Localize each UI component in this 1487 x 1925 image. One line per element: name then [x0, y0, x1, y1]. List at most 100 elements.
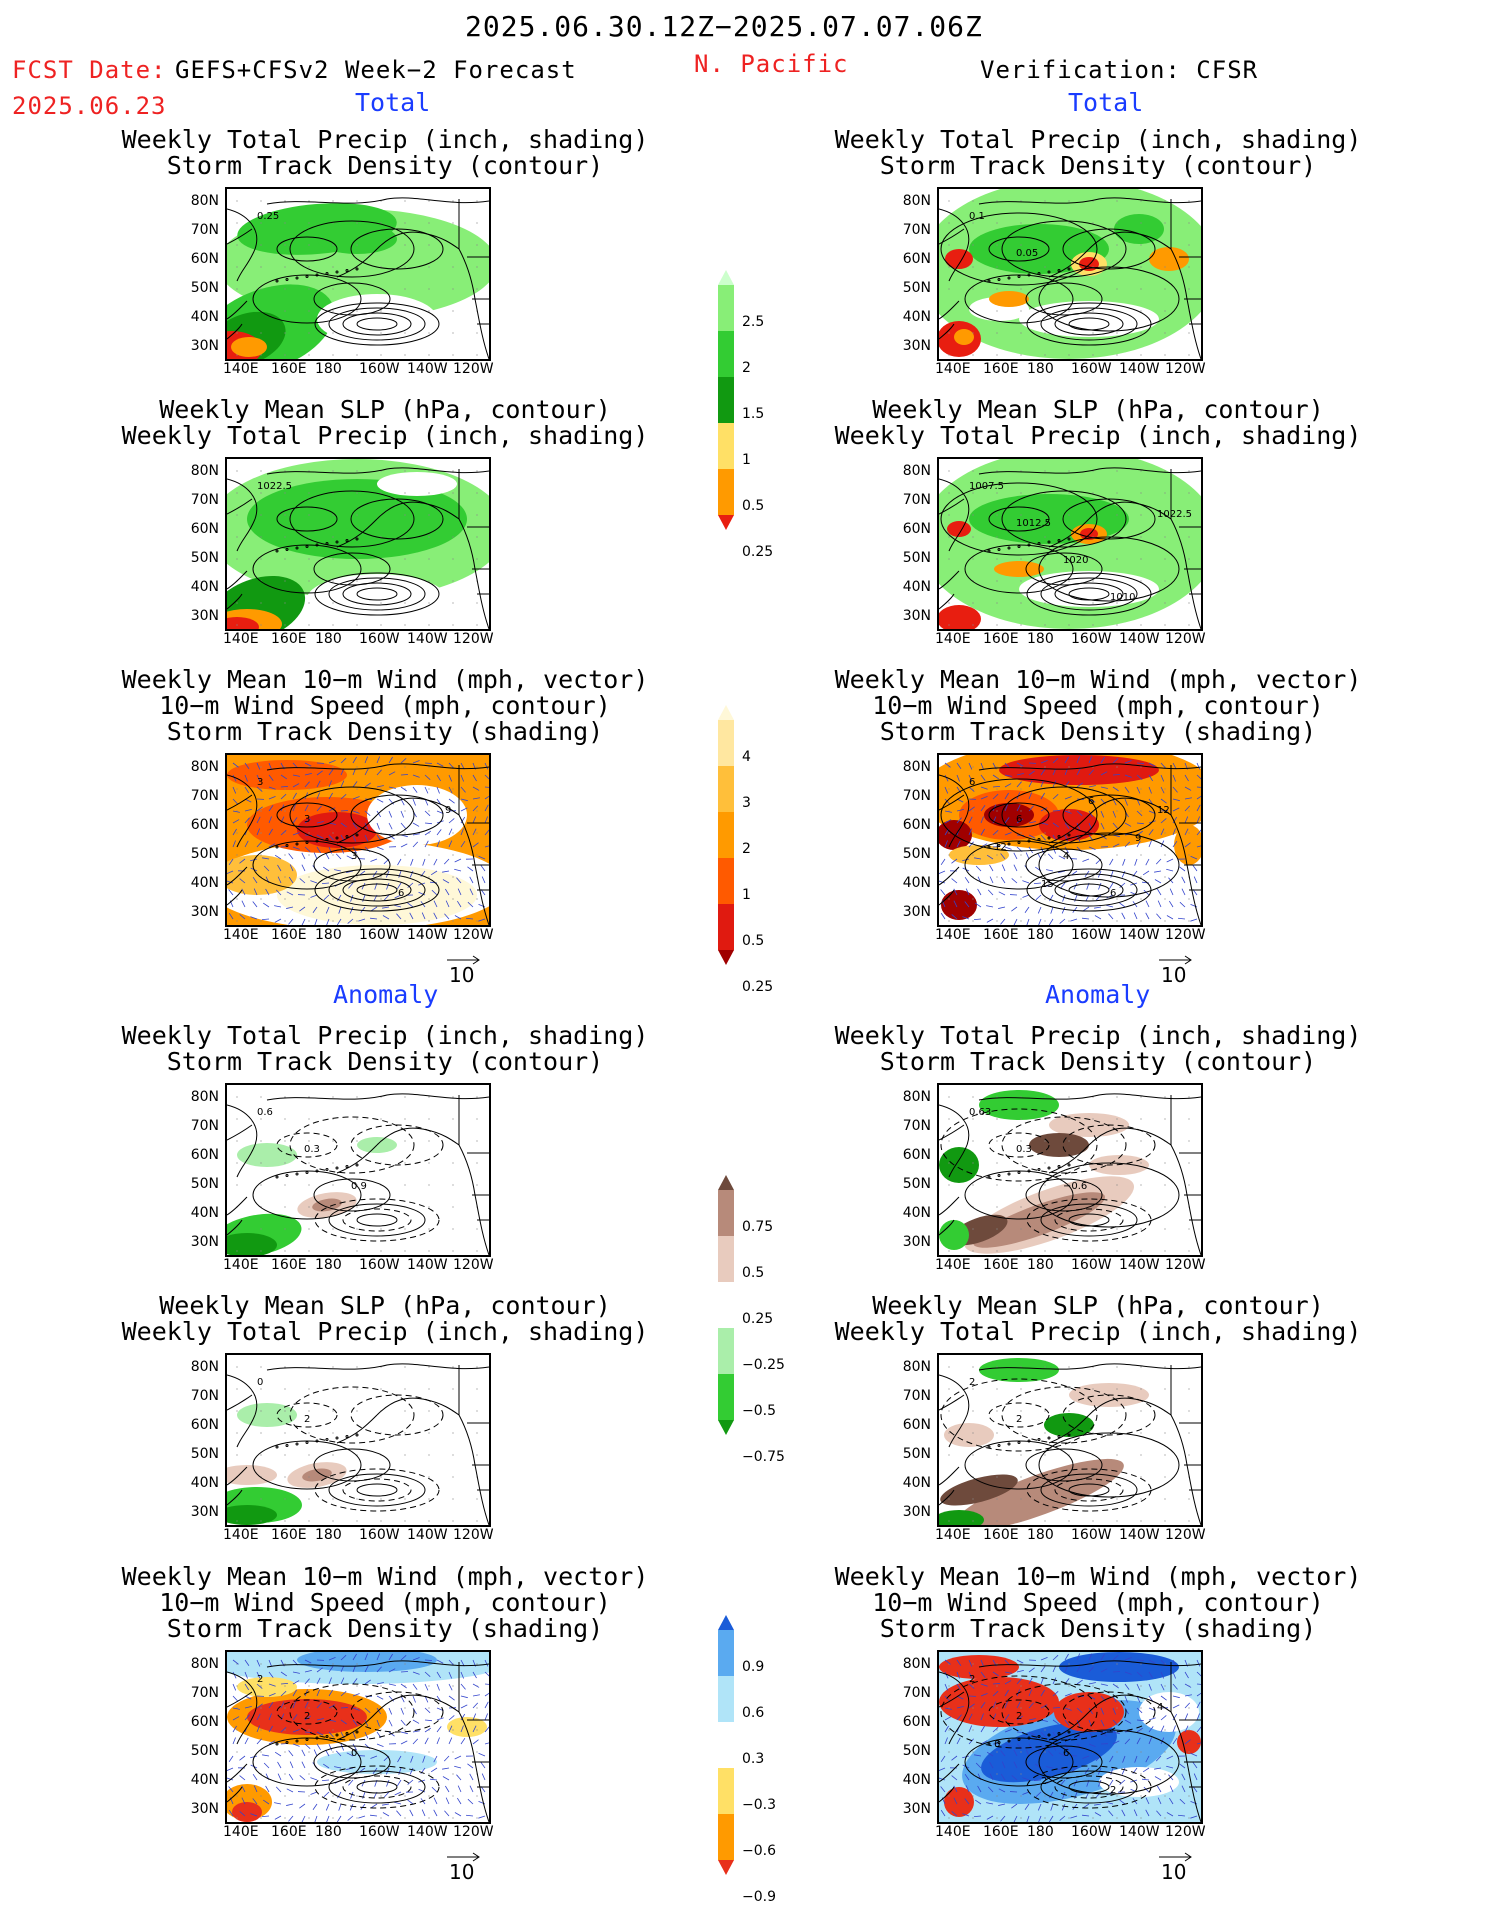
panel-title-line: Storm Track Density (contour) [166, 1047, 604, 1076]
lon-tick-label: 140E [223, 927, 259, 943]
lon-tick-label: 160W [359, 1527, 400, 1543]
map-panel-r2-right: 1007.5 1012.5 1020 1010 1022.5 [937, 457, 1203, 631]
lon-tick-label: 140W [407, 1527, 448, 1543]
lat-tick-label: 80N [190, 1089, 219, 1105]
lon-tick-label: 140E [223, 361, 259, 377]
colorbar-label: 0.5 [742, 932, 765, 949]
panel-title-line: Weekly Total Precip (inch, shading) [121, 421, 649, 450]
contour-label: 2 [1016, 1711, 1022, 1722]
lon-tick-label: 140E [935, 927, 971, 943]
lon-tick-label: 160W [1071, 1527, 1112, 1543]
panel-title-line: 10−m Wind Speed (mph, contour) [159, 691, 611, 720]
vector-reference-label: 10 [449, 1860, 475, 1884]
panel-title-line: Storm Track Density (shading) [166, 1614, 604, 1643]
lat-tick-label: 30N [190, 1234, 219, 1250]
contour-label: 9 [445, 805, 451, 816]
lon-tick-label: 180 [315, 1257, 342, 1273]
lat-tick-label: 40N [190, 875, 219, 891]
lon-tick-label: 160E [983, 1257, 1019, 1273]
lon-tick-label: 180 [1027, 631, 1054, 647]
contour-label: 0.05 [1016, 248, 1038, 259]
lon-tick-label: 120W [1165, 927, 1206, 943]
panel-title-line: Storm Track Density (contour) [879, 151, 1317, 180]
lon-tick-label: 160W [359, 631, 400, 647]
map-panel-r3-left: 3 3 3 6 9 [225, 753, 491, 927]
vector-reference-label: 10 [1161, 963, 1187, 987]
vector-reference-arrow [447, 1852, 480, 1862]
lat-tick-label: 50N [902, 1176, 931, 1192]
contour-label: 6 [969, 777, 975, 788]
section-anomaly-right: Anomaly [1045, 980, 1151, 1009]
lat-tick-label: 80N [902, 1359, 931, 1375]
lon-tick-label: 160E [983, 361, 1019, 377]
lon-tick-label: 140W [407, 927, 448, 943]
contour-label: 2 [1016, 1414, 1022, 1425]
contour-label: 3 [304, 814, 310, 825]
lat-tick-label: 60N [190, 1417, 219, 1433]
lon-tick-label: 120W [453, 631, 494, 647]
contour-label: 2 [257, 1674, 263, 1685]
section-total-right: Total [1068, 88, 1144, 117]
map-panel-r4-right: 0.63 0.3 −0.6 [937, 1083, 1203, 1257]
contour-label: 12 [1157, 805, 1170, 816]
lat-tick-label: 30N [902, 1801, 931, 1817]
map-panel-r4-left: 0.6 0.3 0.9 [225, 1083, 491, 1257]
lat-tick-label: 40N [190, 1205, 219, 1221]
lat-tick-label: 70N [902, 492, 931, 508]
lon-tick-label: 180 [315, 361, 342, 377]
lat-tick-label: 40N [902, 1772, 931, 1788]
panel-title-line: 10−m Wind Speed (mph, contour) [872, 1588, 1324, 1617]
lon-tick-label: 140W [1119, 361, 1160, 377]
colorbar-label: −0.5 [742, 1402, 776, 1419]
lon-tick-label: 120W [1165, 1257, 1206, 1273]
contour-label: 2 [1110, 1785, 1116, 1796]
lat-tick-label: 80N [902, 1656, 931, 1672]
contour-label: 0.63 [969, 1107, 991, 1118]
panel-title-r1-right: Weekly Total Precip (inch, shading) Storm… [798, 127, 1398, 179]
colorbar-label: 0.5 [742, 497, 765, 514]
contour-label: 0 [351, 1748, 357, 1759]
contour-label: 15 [1041, 879, 1054, 890]
lat-tick-label: 50N [190, 280, 219, 296]
lon-tick-label: 120W [1165, 361, 1206, 377]
contour-label: 9 [1135, 833, 1141, 844]
map-panel-r6-right: 2 2 6 2 4 6 2 [937, 1650, 1203, 1824]
lat-tick-label: 30N [902, 1234, 931, 1250]
lat-tick-label: 60N [902, 1147, 931, 1163]
vector-reference-label: 10 [449, 963, 475, 987]
vector-reference-arrow [1159, 955, 1192, 965]
colorbar-label: 0.3 [742, 1750, 765, 1767]
panel-title-r6-left: Weekly Mean 10−m Wind (mph, vector) 10−m … [85, 1564, 685, 1642]
colorbar-label: 2 [742, 359, 751, 376]
lon-tick-label: 140E [935, 1824, 971, 1840]
lon-tick-label: 120W [1165, 1527, 1206, 1543]
map-panel-r1-left: 0.25 [225, 187, 491, 361]
lon-tick-label: 140W [407, 1824, 448, 1840]
lon-tick-label: 180 [1027, 927, 1054, 943]
lon-tick-label: 180 [1027, 1824, 1054, 1840]
lon-tick-label: 120W [1165, 1824, 1206, 1840]
contour-label: 1020 [1063, 555, 1088, 566]
lon-tick-label: 160W [1071, 631, 1112, 647]
fcst-date-label: FCST Date: [12, 56, 167, 84]
lon-tick-label: 120W [1165, 631, 1206, 647]
lat-tick-label: 50N [902, 280, 931, 296]
lat-tick-label: 50N [902, 846, 931, 862]
vector-reference-arrow [1159, 1852, 1192, 1862]
contour-label: 6 [1016, 814, 1022, 825]
model-name: GEFS+CFSv2 Week−2 Forecast [175, 56, 577, 84]
contour-label: 6 [994, 1739, 1000, 1750]
lon-tick-label: 160W [359, 927, 400, 943]
colorbar-label: 2.5 [742, 313, 765, 330]
panel-title-r3-right: Weekly Mean 10−m Wind (mph, vector) 10−m … [798, 667, 1398, 745]
panel-title-line: Weekly Mean SLP (hPa, contour) [159, 395, 611, 424]
contour-label: 1022.5 [1157, 509, 1192, 520]
lat-tick-label: 60N [902, 251, 931, 267]
lat-tick-label: 60N [190, 1714, 219, 1730]
lat-tick-label: 80N [902, 463, 931, 479]
panel-title-line: Storm Track Density (shading) [166, 717, 604, 746]
lon-tick-label: 140E [223, 1257, 259, 1273]
panel-title-r5-right: Weekly Mean SLP (hPa, contour) Weekly Tot… [798, 1293, 1398, 1345]
panel-title-line: Weekly Total Precip (inch, shading) [121, 1317, 649, 1346]
colorbar-label: −0.9 [742, 1888, 776, 1905]
